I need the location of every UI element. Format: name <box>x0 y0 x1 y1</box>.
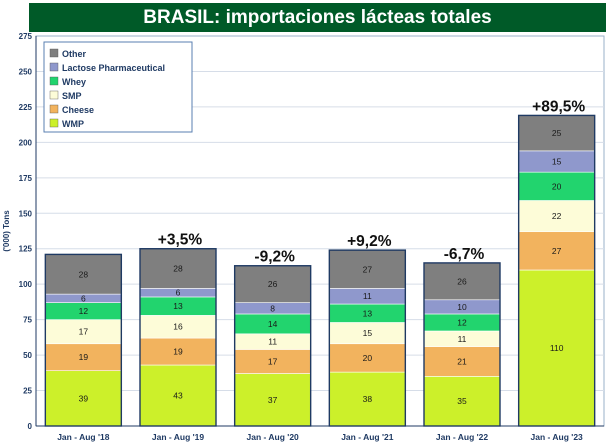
x-tick-label: Jan - Aug '23 <box>531 432 584 442</box>
y-tick-label: 25 <box>23 387 32 396</box>
data-label: 8 <box>270 303 275 313</box>
data-label: 26 <box>457 276 467 286</box>
data-label: 19 <box>79 352 89 362</box>
x-tick-label: Jan - Aug '22 <box>436 432 489 442</box>
legend-swatch <box>49 104 59 114</box>
growth-annotation: -6,7% <box>444 246 485 263</box>
bar-segment <box>423 376 501 427</box>
data-label: 16 <box>173 322 183 332</box>
bar-segment <box>518 200 595 233</box>
data-label: 28 <box>173 264 183 274</box>
data-label: 13 <box>173 301 183 311</box>
bar-outline <box>233 265 312 427</box>
y-tick-label: 100 <box>19 280 33 289</box>
growth-annotation: +3,5% <box>158 232 203 249</box>
x-tick-label: Jan - Aug '18 <box>57 432 110 442</box>
data-label: 20 <box>552 181 562 191</box>
data-label: 15 <box>363 328 373 338</box>
data-label: 11 <box>363 291 372 301</box>
x-tick-label: Jan - Aug '21 <box>341 432 394 442</box>
legend-swatch <box>49 76 59 86</box>
legend-box <box>43 41 193 133</box>
data-label: 27 <box>552 246 562 256</box>
bar-outline <box>517 114 596 427</box>
legend-swatch <box>49 90 59 100</box>
growth-annotation: +9,2% <box>347 233 392 250</box>
data-label: 6 <box>176 288 181 298</box>
data-label: 19 <box>173 347 183 357</box>
data-label: 14 <box>268 319 278 329</box>
data-label: 13 <box>363 308 373 318</box>
y-tick-label: 225 <box>19 103 33 112</box>
bar-outline <box>139 248 217 427</box>
bar-segment <box>518 269 595 427</box>
y-tick-label: 200 <box>19 138 33 147</box>
chart-title: BRASIL: importaciones lácteas totales <box>29 3 606 32</box>
data-label: 10 <box>457 302 467 312</box>
data-label: 11 <box>458 334 467 344</box>
bar-outline <box>423 262 501 427</box>
legend-swatch <box>49 48 59 58</box>
data-label: 28 <box>79 269 89 279</box>
x-tick-label: Jan - Aug '19 <box>152 432 205 442</box>
y-tick-label: 75 <box>23 316 32 325</box>
bar-segment <box>139 248 217 289</box>
legend-label: Other <box>62 49 87 59</box>
data-label: 15 <box>552 157 562 167</box>
data-label: 20 <box>363 353 373 363</box>
data-label: 37 <box>268 395 278 405</box>
legend-swatch <box>49 118 59 128</box>
data-label: 43 <box>173 391 183 401</box>
y-axis-title: ('000) Tons <box>2 210 11 252</box>
growth-annotation: -9,2% <box>254 249 295 266</box>
bar-segment <box>423 346 501 377</box>
bar-segment <box>329 249 406 289</box>
growth-annotation: +89,5% <box>532 98 585 115</box>
bar-outline <box>44 253 123 427</box>
data-label: 17 <box>79 327 89 337</box>
data-label: 12 <box>457 317 467 327</box>
y-tick-label: 50 <box>23 351 32 360</box>
legend-swatch <box>49 62 59 72</box>
legend-label: WMP <box>62 119 84 129</box>
bar-segment <box>45 319 122 345</box>
data-label: 27 <box>363 264 373 274</box>
data-label: 39 <box>79 393 89 403</box>
y-tick-label: 275 <box>19 32 33 41</box>
legend-label: Whey <box>62 77 86 87</box>
data-label: 26 <box>268 279 278 289</box>
data-label: 21 <box>457 356 467 366</box>
data-label: 12 <box>79 306 89 316</box>
x-tick-label: Jan - Aug '20 <box>247 432 300 442</box>
legend-label: Cheese <box>62 105 94 115</box>
data-label: 17 <box>268 356 278 366</box>
data-label: 6 <box>81 293 86 303</box>
y-tick-label: 125 <box>19 245 33 254</box>
data-label: 25 <box>552 128 562 138</box>
data-label: 110 <box>550 343 564 353</box>
legend-label: SMP <box>62 91 82 101</box>
data-label: 35 <box>457 396 467 406</box>
legend-label: Lactose Pharmaceutical <box>62 63 165 73</box>
data-label: 38 <box>363 394 373 404</box>
bar-segment <box>45 343 122 371</box>
y-tick-label: 175 <box>19 174 33 183</box>
y-tick-label: 150 <box>19 209 33 218</box>
bar-segment <box>329 371 406 427</box>
data-label: 11 <box>268 337 277 347</box>
bar-segment <box>234 265 311 303</box>
bar-outline <box>328 249 407 427</box>
y-tick-label: 250 <box>19 67 33 76</box>
y-tick-label: 0 <box>28 422 33 431</box>
data-label: 22 <box>552 211 562 221</box>
